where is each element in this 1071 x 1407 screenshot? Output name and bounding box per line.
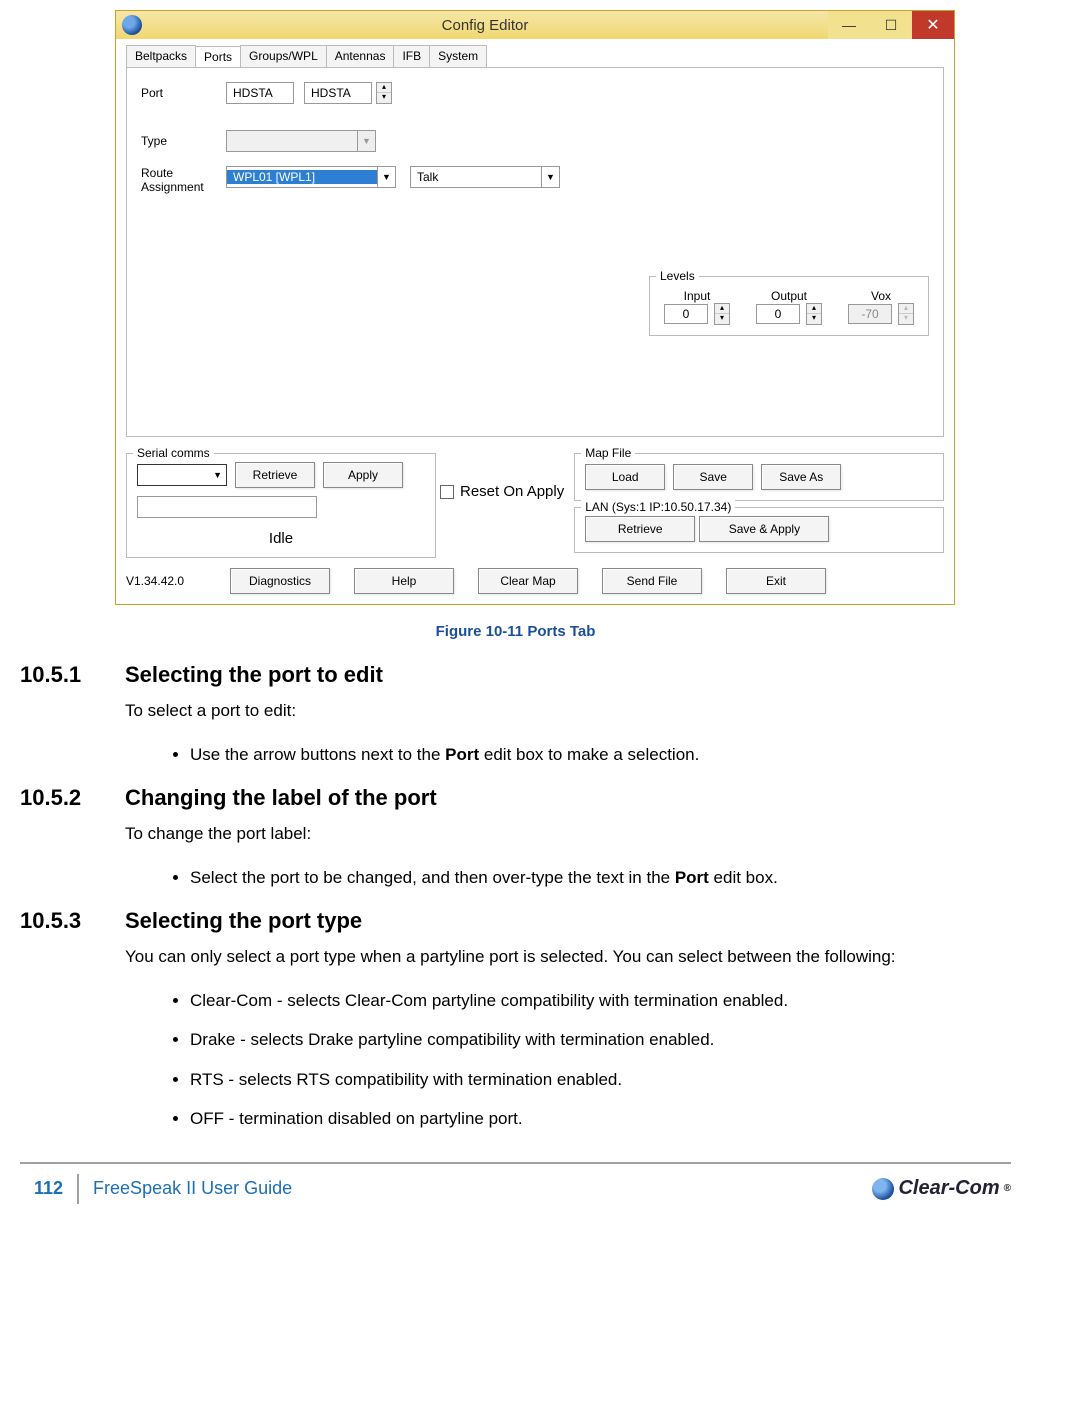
figure-caption: Figure 10-11 Ports Tab (20, 623, 1011, 640)
serial-idle-label: Idle (137, 530, 425, 547)
reset-checkbox[interactable] (440, 485, 454, 499)
port-label: Port (141, 86, 226, 100)
tab-system[interactable]: System (429, 45, 487, 67)
section-1-body: To select a port to edit: (125, 698, 1011, 724)
lan-saveapply-button[interactable]: Save & Apply (699, 516, 829, 542)
window-footer: V1.34.42.0 Diagnostics Help Clear Map Se… (126, 568, 944, 594)
version-label: V1.34.42.0 (126, 574, 206, 588)
page-footer: 112 FreeSpeak II User Guide Clear-Com® (20, 1162, 1011, 1204)
section-3-title: Selecting the port type (125, 908, 362, 934)
levels-output-spinner[interactable]: ▴▾ (806, 303, 822, 325)
serial-port-combo[interactable]: ▼ (137, 464, 227, 486)
page-number: 112 (20, 1174, 79, 1204)
tab-antennas[interactable]: Antennas (326, 45, 395, 67)
mapfile-saveas-button[interactable]: Save As (761, 464, 841, 490)
tab-groups[interactable]: Groups/WPL (240, 45, 327, 67)
section-2-num: 10.5.2 (20, 785, 125, 811)
app-icon (122, 15, 142, 35)
mapfile-save-button[interactable]: Save (673, 464, 753, 490)
mapfile-group: Map File Load Save Save As (574, 453, 944, 501)
exit-button[interactable]: Exit (726, 568, 826, 594)
reset-label: Reset On Apply (460, 483, 564, 500)
lan-group: LAN (Sys:1 IP:10.50.17.34) Retrieve Save… (574, 507, 944, 553)
levels-legend: Levels (656, 269, 699, 283)
minimize-button[interactable]: — (828, 11, 870, 39)
section-3-bullet-3: RTS - selects RTS compatibility with ter… (190, 1067, 1011, 1093)
tab-body: Port ▴▾ Type ▼ RouteAssignment WPL01 [WP… (126, 67, 944, 437)
title-bar: Config Editor — ☐ ✕ (116, 11, 954, 39)
diagnostics-button[interactable]: Diagnostics (230, 568, 330, 594)
serial-status-field (137, 496, 317, 518)
section-2-body: To change the port label: (125, 821, 1011, 847)
tab-ifb[interactable]: IFB (393, 45, 430, 67)
levels-vox-value (848, 304, 892, 324)
levels-input-spinner[interactable]: ▴▾ (714, 303, 730, 325)
port-field-2[interactable] (304, 82, 372, 104)
section-3-header: 10.5.3 Selecting the port type (20, 908, 1011, 934)
section-3-bullet-2: Drake - selects Drake partyline compatib… (190, 1027, 1011, 1053)
tab-strip: Beltpacks Ports Groups/WPL Antennas IFB … (116, 39, 954, 67)
mapfile-legend: Map File (581, 446, 635, 460)
port-field-1[interactable] (226, 82, 294, 104)
lan-retrieve-button[interactable]: Retrieve (585, 516, 695, 542)
levels-output-label: Output (752, 289, 826, 303)
brand-logo: Clear-Com® (872, 1177, 1011, 1200)
talk-combo[interactable]: Talk▼ (410, 166, 560, 188)
serial-retrieve-button[interactable]: Retrieve (235, 462, 315, 488)
help-button[interactable]: Help (354, 568, 454, 594)
section-1-num: 10.5.1 (20, 662, 125, 688)
serial-group: Serial comms ▼ Retrieve Apply Idle (126, 453, 436, 558)
globe-icon (872, 1178, 894, 1200)
clearmap-button[interactable]: Clear Map (478, 568, 578, 594)
lan-legend: LAN (Sys:1 IP:10.50.17.34) (581, 500, 735, 514)
levels-vox-label: Vox (844, 289, 918, 303)
levels-output-value[interactable] (756, 304, 800, 324)
section-1-title: Selecting the port to edit (125, 662, 383, 688)
config-editor-window: Config Editor — ☐ ✕ Beltpacks Ports Grou… (115, 10, 955, 605)
serial-legend: Serial comms (133, 446, 214, 460)
port-spinner[interactable]: ▴▾ (376, 82, 392, 104)
reset-on-apply-row[interactable]: Reset On Apply (440, 483, 564, 500)
section-2-bullet: Select the port to be changed, and then … (190, 865, 1011, 891)
close-button[interactable]: ✕ (912, 11, 954, 39)
route-label: RouteAssignment (141, 166, 226, 194)
section-3-body: You can only select a port type when a p… (125, 944, 1011, 970)
maximize-button[interactable]: ☐ (870, 11, 912, 39)
levels-input-label: Input (660, 289, 734, 303)
section-2-title: Changing the label of the port (125, 785, 437, 811)
section-3-bullet-1: Clear-Com - selects Clear-Com partyline … (190, 988, 1011, 1014)
tab-ports[interactable]: Ports (195, 46, 241, 68)
guide-title: FreeSpeak II User Guide (79, 1178, 872, 1199)
route-combo[interactable]: WPL01 [WPL1]▼ (226, 166, 396, 188)
type-label: Type (141, 134, 226, 148)
tab-beltpacks[interactable]: Beltpacks (126, 45, 196, 67)
section-1-bullet: Use the arrow buttons next to the Port e… (190, 742, 1011, 768)
section-3-num: 10.5.3 (20, 908, 125, 934)
section-3-bullet-4: OFF - termination disabled on partyline … (190, 1106, 1011, 1132)
type-combo: ▼ (226, 130, 376, 152)
section-1-header: 10.5.1 Selecting the port to edit (20, 662, 1011, 688)
sendfile-button[interactable]: Send File (602, 568, 702, 594)
levels-input-value[interactable] (664, 304, 708, 324)
levels-group: Levels Input ▴▾ Output ▴▾ (649, 276, 929, 336)
mapfile-load-button[interactable]: Load (585, 464, 665, 490)
serial-apply-button[interactable]: Apply (323, 462, 403, 488)
window-title: Config Editor (142, 17, 828, 34)
section-2-header: 10.5.2 Changing the label of the port (20, 785, 1011, 811)
levels-vox-spinner: ▴▾ (898, 303, 914, 325)
